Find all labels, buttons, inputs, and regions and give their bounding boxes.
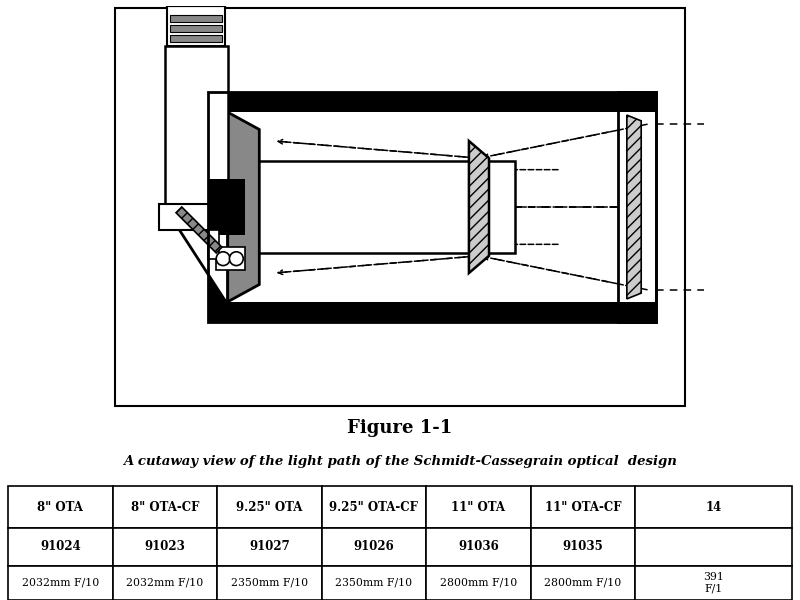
Text: 11" OTA: 11" OTA <box>451 500 506 514</box>
Bar <box>167 0 225 6</box>
Bar <box>167 6 225 46</box>
Bar <box>228 302 618 322</box>
Bar <box>635 486 792 528</box>
Bar <box>530 566 635 600</box>
Text: Figure 1-1: Figure 1-1 <box>347 419 453 437</box>
Bar <box>322 566 426 600</box>
Bar <box>8 528 113 566</box>
Text: 2800mm F/10: 2800mm F/10 <box>440 578 517 588</box>
Bar <box>208 92 655 322</box>
Polygon shape <box>228 112 259 302</box>
Bar <box>170 35 222 41</box>
Polygon shape <box>627 115 642 299</box>
Text: 9.25" OTA-CF: 9.25" OTA-CF <box>330 500 418 514</box>
Text: 9.25" OTA: 9.25" OTA <box>236 500 302 514</box>
Bar <box>635 566 792 600</box>
Text: 91035: 91035 <box>562 541 603 553</box>
Text: 391
F/1: 391 F/1 <box>703 572 724 594</box>
Bar <box>530 486 635 528</box>
Text: 11" OTA-CF: 11" OTA-CF <box>545 500 621 514</box>
Bar <box>426 528 530 566</box>
Text: 8" OTA: 8" OTA <box>38 500 83 514</box>
Bar <box>228 161 515 253</box>
Text: 2032mm F/10: 2032mm F/10 <box>126 578 203 588</box>
Text: 14: 14 <box>706 500 722 514</box>
Text: 2350mm F/10: 2350mm F/10 <box>230 578 308 588</box>
Bar <box>217 528 322 566</box>
Text: 91036: 91036 <box>458 541 498 553</box>
Text: 8" OTA-CF: 8" OTA-CF <box>130 500 199 514</box>
Circle shape <box>230 252 243 266</box>
Bar <box>113 486 217 528</box>
Bar <box>208 230 219 259</box>
Bar <box>170 15 222 22</box>
Text: 91027: 91027 <box>249 541 290 553</box>
Text: 91024: 91024 <box>40 541 81 553</box>
Bar <box>217 486 322 528</box>
Bar <box>208 179 245 235</box>
Bar <box>426 486 530 528</box>
Bar <box>635 528 792 566</box>
Bar <box>530 528 635 566</box>
Circle shape <box>216 252 230 266</box>
Bar <box>322 528 426 566</box>
Bar <box>618 92 655 322</box>
Text: 91023: 91023 <box>144 541 186 553</box>
Bar <box>426 566 530 600</box>
Bar <box>216 247 245 270</box>
Bar <box>113 566 217 600</box>
Text: A cutaway view of the light path of the Schmidt-Cassegrain optical  design: A cutaway view of the light path of the … <box>123 455 677 469</box>
Text: 2800mm F/10: 2800mm F/10 <box>544 578 622 588</box>
Polygon shape <box>165 207 228 305</box>
Polygon shape <box>176 207 222 253</box>
Text: 91026: 91026 <box>354 541 394 553</box>
Bar <box>208 92 228 322</box>
Polygon shape <box>469 141 489 273</box>
Bar <box>8 566 113 600</box>
Bar <box>322 486 426 528</box>
Bar <box>228 92 618 112</box>
Bar <box>8 486 113 528</box>
Bar <box>217 566 322 600</box>
Bar <box>170 25 222 32</box>
Bar <box>618 302 655 322</box>
Bar <box>165 46 228 207</box>
Text: 2350mm F/10: 2350mm F/10 <box>335 578 413 588</box>
Text: 2032mm F/10: 2032mm F/10 <box>22 578 99 588</box>
Bar <box>228 184 242 230</box>
Bar <box>113 528 217 566</box>
Bar <box>618 92 655 112</box>
Bar <box>158 204 234 230</box>
